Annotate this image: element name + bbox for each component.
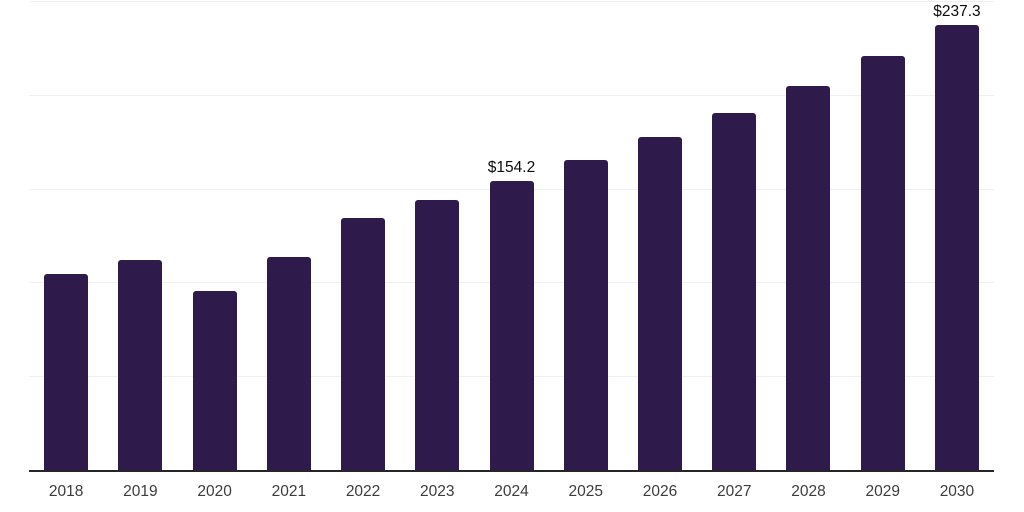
bar-column-2021	[252, 1, 326, 470]
bar-2027	[712, 112, 757, 470]
plot-area: $154.2 $237.3	[29, 1, 994, 472]
x-tick-label-2020: 2020	[197, 483, 232, 500]
bar-2018	[44, 274, 89, 470]
x-tick-label-2028: 2028	[791, 483, 826, 500]
bar-2019	[118, 260, 163, 470]
x-tick-label-2019: 2019	[123, 483, 158, 500]
bar-2025	[563, 159, 608, 470]
bar-column-2018	[29, 1, 103, 470]
x-tick-label-2029: 2029	[865, 483, 900, 500]
bar-2024	[489, 180, 534, 470]
bar-column-2027	[697, 1, 771, 470]
bar-column-2023	[400, 1, 474, 470]
bar-2021	[266, 257, 311, 470]
bar-2022	[341, 218, 386, 470]
bar-column-2028	[771, 1, 845, 470]
bar-2020	[192, 290, 237, 470]
x-tick-label-2027: 2027	[716, 483, 752, 500]
bar-column-2024: $154.2	[474, 1, 548, 470]
bar-2028	[786, 85, 831, 470]
x-tick-label-2022: 2022	[345, 483, 381, 500]
x-axis-labels: 2018 2019 2020 2021 2022 2023 2024 2025 2026 2027…	[29, 474, 994, 510]
x-tick-label-2030: 2030	[939, 483, 975, 500]
x-tick-label-2025: 2025	[568, 483, 603, 500]
gridline-y-200	[29, 94, 994, 96]
x-tick-label-2021: 2021	[271, 483, 307, 500]
bar-2029	[860, 56, 905, 470]
x-tick-label-2023: 2023	[420, 483, 455, 500]
bar-2023	[415, 200, 460, 470]
bar-column-2025	[549, 1, 623, 470]
bar-column-2022	[326, 1, 400, 470]
bar-column-2029	[846, 1, 920, 470]
gridline-y-250	[29, 1, 994, 2]
value-label-2024: $154.2	[487, 158, 536, 176]
bar-2026	[637, 137, 682, 470]
bar-2030	[934, 24, 979, 470]
bar-column-2030: $237.3	[920, 1, 994, 470]
bar-column-2019	[103, 1, 177, 470]
bar-column-2020	[177, 1, 251, 470]
x-tick-label-2018: 2018	[48, 483, 84, 500]
bar-column-2026	[623, 1, 697, 470]
x-tick-label-2026: 2026	[642, 483, 678, 500]
value-label-2030: $237.3	[933, 2, 981, 20]
bar-series: $154.2 $237.3	[29, 1, 994, 470]
x-tick-label-2024: 2024	[494, 483, 529, 500]
